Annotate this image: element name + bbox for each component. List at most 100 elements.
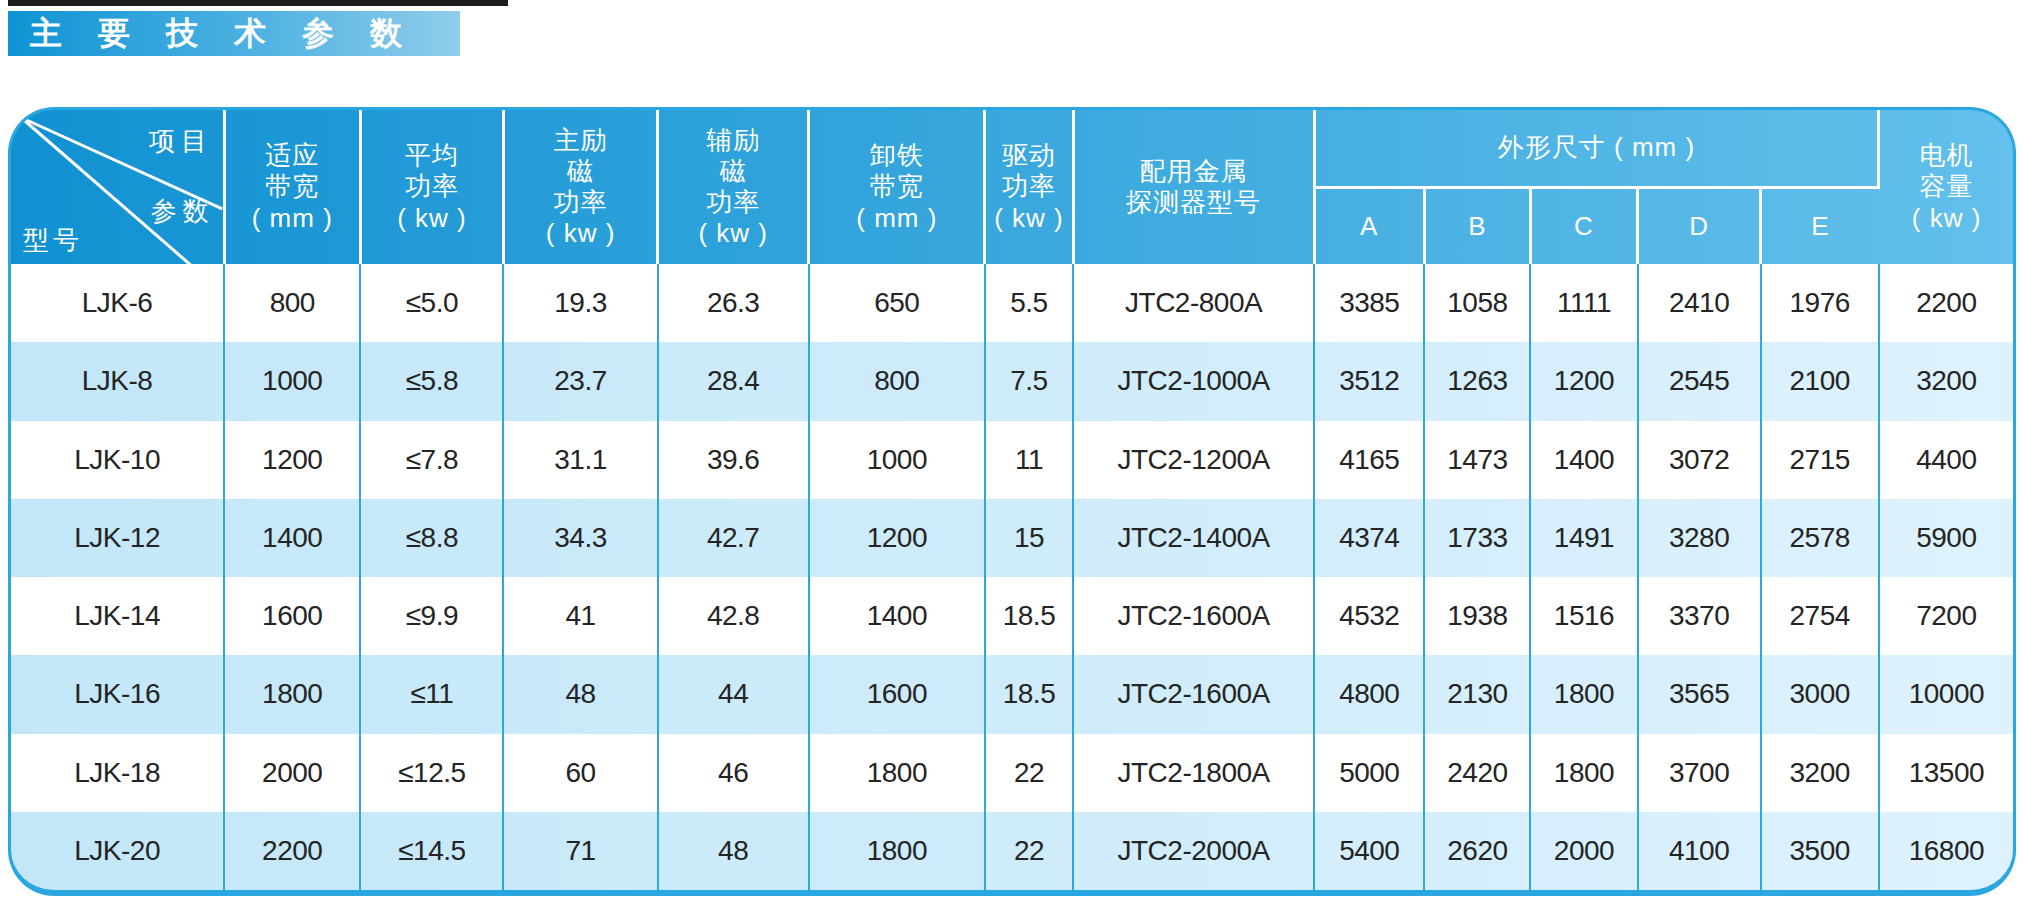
cell-dim-d: 3280	[1638, 499, 1761, 577]
cell-dim-b: 2420	[1424, 734, 1530, 812]
cell-unload-width: 1000	[809, 421, 985, 499]
page-title: 主要技术参数	[8, 11, 460, 56]
cell-drive-power: 22	[985, 812, 1073, 890]
cell-dim-d: 3700	[1638, 734, 1761, 812]
col-header-dim-e: E	[1761, 187, 1879, 264]
cell-aux-mag-power: 46	[658, 734, 809, 812]
cell-main-mag-power: 60	[503, 734, 657, 812]
cell-main-mag-power: 23.7	[503, 342, 657, 420]
col-header-unload-width: 卸铁 带宽 ( mm )	[809, 110, 985, 264]
cell-avg-power: ≤11	[360, 655, 503, 733]
corner-label-param: 参数	[151, 196, 215, 227]
col-header-motor-capacity: 电机 容量 ( kw )	[1879, 110, 2013, 264]
cell-dim-a: 5000	[1314, 734, 1424, 812]
cell-dim-c: 1200	[1530, 342, 1637, 420]
cell-model: LJK-18	[11, 734, 224, 812]
cell-avg-power: ≤8.8	[360, 499, 503, 577]
col-header-bandwidth: 适应 带宽 ( mm )	[224, 110, 360, 264]
cell-aux-mag-power: 48	[658, 812, 809, 890]
cell-aux-mag-power: 42.8	[658, 577, 809, 655]
cell-bandwidth: 1600	[224, 577, 360, 655]
col-header-dim-a: A	[1314, 187, 1424, 264]
cell-detector: JTC2-1400A	[1073, 499, 1314, 577]
col-header-avg-power: 平均 功率 ( kw )	[360, 110, 503, 264]
cell-unload-width: 1600	[809, 655, 985, 733]
cell-drive-power: 15	[985, 499, 1073, 577]
cell-drive-power: 18.5	[985, 655, 1073, 733]
cell-model: LJK-6	[11, 264, 224, 342]
table-row-ljk-8: LJK-8 1000 ≤5.8 23.7 28.4 800 7.5 JTC2-1…	[11, 342, 2013, 420]
cell-unload-width: 1400	[809, 577, 985, 655]
corner-header-cell: 项目 参数 型号	[11, 110, 224, 264]
cell-dim-a: 3512	[1314, 342, 1424, 420]
cell-bandwidth: 2000	[224, 734, 360, 812]
spec-table: 项目 参数 型号 适应 带宽 ( mm ) 平均 功率 ( kw ) 主励 磁 …	[11, 110, 2013, 890]
cell-motor-capacity: 2200	[1879, 264, 2013, 342]
table-row-ljk-20: LJK-20 2200 ≤14.5 71 48 1800 22 JTC2-200…	[11, 812, 2013, 890]
cell-aux-mag-power: 44	[658, 655, 809, 733]
cell-main-mag-power: 34.3	[503, 499, 657, 577]
cell-avg-power: ≤12.5	[360, 734, 503, 812]
cell-dim-e: 2715	[1761, 421, 1879, 499]
cell-avg-power: ≤9.9	[360, 577, 503, 655]
cell-motor-capacity: 16800	[1879, 812, 2013, 890]
table-row-ljk-10: LJK-10 1200 ≤7.8 31.1 39.6 1000 11 JTC2-…	[11, 421, 2013, 499]
cell-bandwidth: 1400	[224, 499, 360, 577]
cell-aux-mag-power: 42.7	[658, 499, 809, 577]
cell-dim-d: 2410	[1638, 264, 1761, 342]
cell-unload-width: 650	[809, 264, 985, 342]
cell-model: LJK-14	[11, 577, 224, 655]
cell-dim-d: 2545	[1638, 342, 1761, 420]
cell-dim-e: 2100	[1761, 342, 1879, 420]
cell-main-mag-power: 19.3	[503, 264, 657, 342]
cell-unload-width: 1200	[809, 499, 985, 577]
cell-dim-c: 1400	[1530, 421, 1637, 499]
cell-drive-power: 22	[985, 734, 1073, 812]
cell-drive-power: 5.5	[985, 264, 1073, 342]
cell-unload-width: 1800	[809, 734, 985, 812]
col-header-main-mag-power: 主励 磁 功率 ( kw )	[503, 110, 657, 264]
cell-dim-a: 5400	[1314, 812, 1424, 890]
cell-dim-c: 1491	[1530, 499, 1637, 577]
cell-dim-b: 2130	[1424, 655, 1530, 733]
cell-aux-mag-power: 26.3	[658, 264, 809, 342]
table-row-ljk-16: LJK-16 1800 ≤11 48 44 1600 18.5 JTC2-160…	[11, 655, 2013, 733]
cell-dim-e: 3200	[1761, 734, 1879, 812]
col-header-dimensions-group: 外形尺寸 ( mm )	[1314, 110, 1879, 187]
cell-dim-e: 2578	[1761, 499, 1879, 577]
cell-drive-power: 7.5	[985, 342, 1073, 420]
col-header-dim-c: C	[1530, 187, 1637, 264]
cell-unload-width: 800	[809, 342, 985, 420]
cell-dim-b: 1938	[1424, 577, 1530, 655]
cell-dim-d: 4100	[1638, 812, 1761, 890]
col-header-dim-b: B	[1424, 187, 1530, 264]
cell-dim-b: 1263	[1424, 342, 1530, 420]
cell-dim-d: 3565	[1638, 655, 1761, 733]
cell-bandwidth: 2200	[224, 812, 360, 890]
table-row-ljk-12: LJK-12 1400 ≤8.8 34.3 42.7 1200 15 JTC2-…	[11, 499, 2013, 577]
spec-table-container: 项目 参数 型号 适应 带宽 ( mm ) 平均 功率 ( kw ) 主励 磁 …	[8, 107, 2016, 896]
cell-dim-b: 1473	[1424, 421, 1530, 499]
cell-dim-e: 1976	[1761, 264, 1879, 342]
cell-detector: JTC2-1800A	[1073, 734, 1314, 812]
cell-dim-b: 1733	[1424, 499, 1530, 577]
cell-detector: JTC2-1000A	[1073, 342, 1314, 420]
cell-dim-c: 1800	[1530, 655, 1637, 733]
cell-avg-power: ≤7.8	[360, 421, 503, 499]
table-row-ljk-18: LJK-18 2000 ≤12.5 60 46 1800 22 JTC2-180…	[11, 734, 2013, 812]
col-header-dim-d: D	[1638, 187, 1761, 264]
cell-model: LJK-20	[11, 812, 224, 890]
col-header-aux-mag-power: 辅励 磁 功率 ( kw )	[658, 110, 809, 264]
cell-aux-mag-power: 28.4	[658, 342, 809, 420]
table-row-ljk-6: LJK-6 800 ≤5.0 19.3 26.3 650 5.5 JTC2-80…	[11, 264, 2013, 342]
cell-bandwidth: 1200	[224, 421, 360, 499]
cell-detector: JTC2-1600A	[1073, 655, 1314, 733]
cell-motor-capacity: 10000	[1879, 655, 2013, 733]
cell-detector: JTC2-1600A	[1073, 577, 1314, 655]
cell-dim-e: 2754	[1761, 577, 1879, 655]
cell-dim-a: 4374	[1314, 499, 1424, 577]
cell-dim-a: 4532	[1314, 577, 1424, 655]
cell-drive-power: 11	[985, 421, 1073, 499]
cell-avg-power: ≤14.5	[360, 812, 503, 890]
cell-main-mag-power: 31.1	[503, 421, 657, 499]
